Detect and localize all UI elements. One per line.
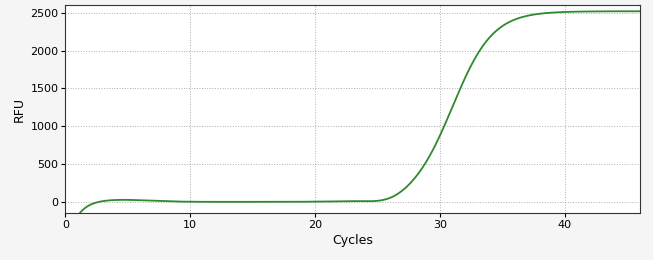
X-axis label: Cycles: Cycles (332, 234, 373, 247)
Y-axis label: RFU: RFU (13, 97, 26, 122)
